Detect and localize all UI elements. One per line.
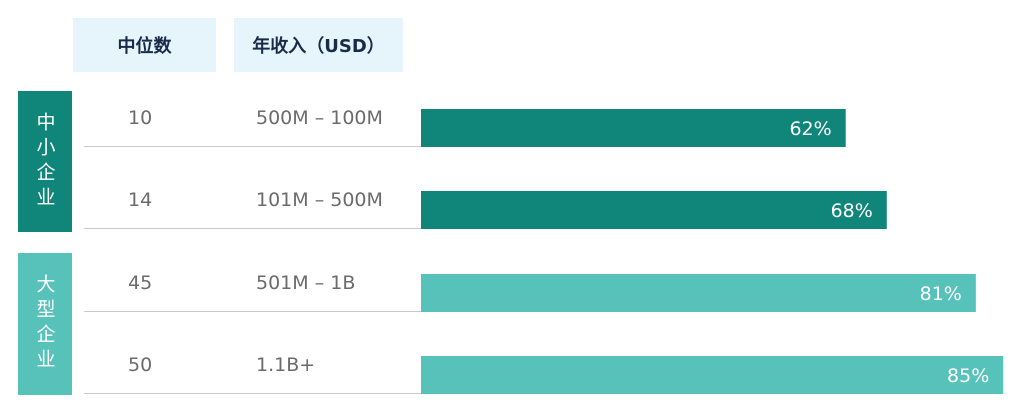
revenue-range: 500M – 100M xyxy=(256,107,383,129)
bar-1 xyxy=(421,191,887,229)
median-value: 10 xyxy=(128,107,153,129)
revenue-range: 501M – 1B xyxy=(256,272,356,294)
group-label-enterprise-text: 大型企业 xyxy=(33,274,56,374)
bar-value-label: 68% xyxy=(831,200,873,222)
group-label-enterprise: 大型企业 xyxy=(18,253,72,395)
median-value: 45 xyxy=(128,272,153,294)
bar-value-label: 62% xyxy=(789,118,831,140)
median-value: 14 xyxy=(128,189,153,211)
bar-value-label: 81% xyxy=(920,283,962,305)
revenue-range: 101M – 500M xyxy=(256,189,383,211)
revenue-range: 1.1B+ xyxy=(256,354,316,376)
revenue-column-header: 年收入（USD） xyxy=(234,18,403,72)
table-row: 45 501M – 1B xyxy=(84,254,422,312)
bar-0 xyxy=(421,109,846,147)
bar-3 xyxy=(421,356,1004,394)
group-label-smb-text: 中小企业 xyxy=(33,111,56,212)
group-label-smb: 中小企业 xyxy=(18,91,72,232)
median-value: 50 xyxy=(128,354,153,376)
median-column-header: 中位数 xyxy=(73,18,216,72)
table-row: 10 500M – 100M xyxy=(84,89,422,147)
bar-value-label: 85% xyxy=(947,365,989,387)
bar-2 xyxy=(421,274,976,312)
table-row: 14 101M – 500M xyxy=(84,171,422,229)
table-row: 50 1.1B+ xyxy=(84,336,422,394)
